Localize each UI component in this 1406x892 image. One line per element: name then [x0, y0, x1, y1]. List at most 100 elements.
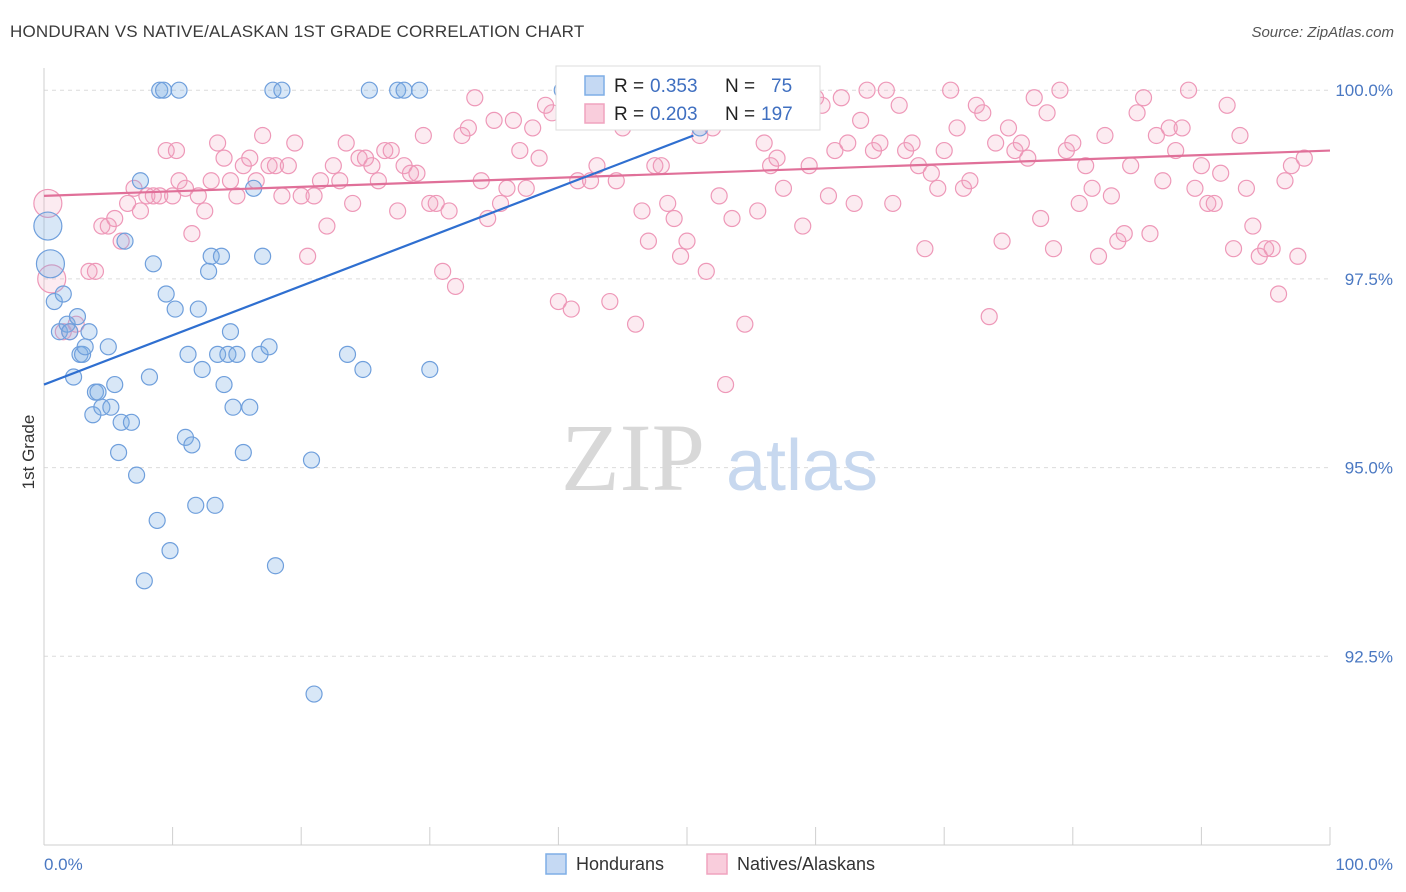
native-point	[382, 141, 400, 160]
native-point	[344, 194, 362, 213]
native-point	[1019, 149, 1037, 167]
native-point	[1160, 119, 1178, 137]
stats-r-value-1: 0.353	[650, 76, 698, 97]
honduran-point	[170, 81, 188, 99]
native-point	[935, 141, 953, 160]
native-point	[504, 111, 522, 129]
native-point	[774, 179, 793, 197]
honduran-point	[215, 375, 233, 394]
stats-n-value-1: 75	[771, 76, 792, 97]
stats-swatch-blue	[584, 75, 605, 96]
native-point	[626, 315, 645, 333]
native-point	[1070, 194, 1088, 213]
native-point	[1212, 164, 1230, 182]
native-point	[999, 119, 1018, 137]
honduran-point	[89, 383, 107, 401]
native-point	[858, 81, 876, 99]
native-point	[1257, 240, 1275, 258]
native-point	[1096, 126, 1114, 145]
native-point	[311, 172, 330, 190]
native-point	[549, 292, 568, 311]
native-point	[106, 209, 124, 228]
native-point	[459, 119, 477, 137]
legend-swatch-natives	[706, 853, 728, 875]
watermark-zip: ZIP	[561, 404, 705, 511]
native-point	[112, 232, 130, 250]
honduran-point	[122, 413, 141, 431]
honduran-point	[254, 247, 272, 265]
honduran-point	[183, 436, 201, 454]
native-point	[176, 179, 195, 197]
honduran-point	[127, 466, 146, 484]
honduran-point	[35, 249, 66, 279]
native-point	[1064, 134, 1082, 152]
native-point	[1269, 285, 1288, 303]
honduran-point	[221, 323, 240, 341]
native-point	[1289, 247, 1307, 265]
honduran-point	[179, 345, 197, 363]
native-point	[202, 172, 220, 190]
native-point	[299, 247, 317, 265]
stats-n-value-2: 197	[761, 104, 793, 125]
native-point	[241, 149, 259, 167]
stats-legend: R = 0.353 N = 75 R = 0.203 N = 197	[555, 65, 821, 131]
native-point	[511, 141, 529, 160]
native-point	[305, 187, 323, 205]
honduran-point	[106, 375, 124, 394]
stats-r-label-1: R =	[614, 76, 644, 97]
native-point	[1154, 172, 1172, 190]
x-tick-label-end: 100.0%	[1335, 855, 1393, 874]
legend: Hondurans Natives/Alaskans	[545, 853, 875, 875]
native-point	[376, 141, 394, 160]
native-point	[652, 157, 670, 175]
native-point	[639, 232, 658, 250]
honduran-point	[131, 172, 150, 190]
native-point	[440, 202, 458, 220]
native-point	[562, 300, 580, 318]
stats-n-label-1: N =	[725, 76, 755, 97]
native-point	[266, 157, 285, 175]
native-point	[1192, 157, 1211, 175]
honduran-point	[264, 81, 282, 99]
honduran-point	[187, 496, 205, 514]
native-point	[517, 179, 535, 197]
native-point	[1122, 157, 1140, 175]
native-point	[167, 141, 186, 160]
native-point	[1128, 104, 1146, 122]
native-point	[665, 209, 683, 228]
native-point	[1244, 217, 1262, 235]
honduran-point	[234, 443, 252, 462]
honduran-point	[193, 360, 211, 379]
honduran-point	[76, 338, 94, 356]
honduran-point	[61, 323, 79, 341]
honduran-point	[224, 398, 242, 416]
native-point	[845, 194, 863, 213]
native-point	[485, 111, 503, 129]
native-point	[189, 187, 207, 205]
native-point	[993, 232, 1011, 250]
native-point	[987, 134, 1005, 152]
native-point	[884, 194, 902, 213]
y-tick-label: 97.5%	[1345, 270, 1393, 289]
legend-swatch-hondurans	[545, 853, 567, 875]
honduran-point	[273, 81, 291, 99]
honduran-point	[109, 443, 128, 462]
honduran-trend-line	[43, 134, 694, 386]
native-point	[80, 262, 98, 280]
chart-source: Source: ZipAtlas.com	[1251, 24, 1394, 41]
axes	[43, 68, 1331, 846]
y-tick-label: 95.0%	[1345, 459, 1393, 478]
native-point	[871, 134, 889, 152]
native-point	[183, 225, 201, 243]
honduran-point	[93, 398, 111, 416]
native-point	[260, 157, 278, 175]
native-point	[131, 202, 150, 220]
chart-title: HONDURAN VS NATIVE/ALASKAN 1ST GRADE COR…	[10, 22, 585, 41]
native-point	[839, 134, 857, 152]
native-point	[961, 172, 979, 190]
native-point	[749, 202, 767, 220]
native-point	[37, 264, 67, 294]
native-point	[86, 262, 105, 280]
honduran-point	[338, 345, 357, 363]
native-point	[228, 187, 246, 205]
